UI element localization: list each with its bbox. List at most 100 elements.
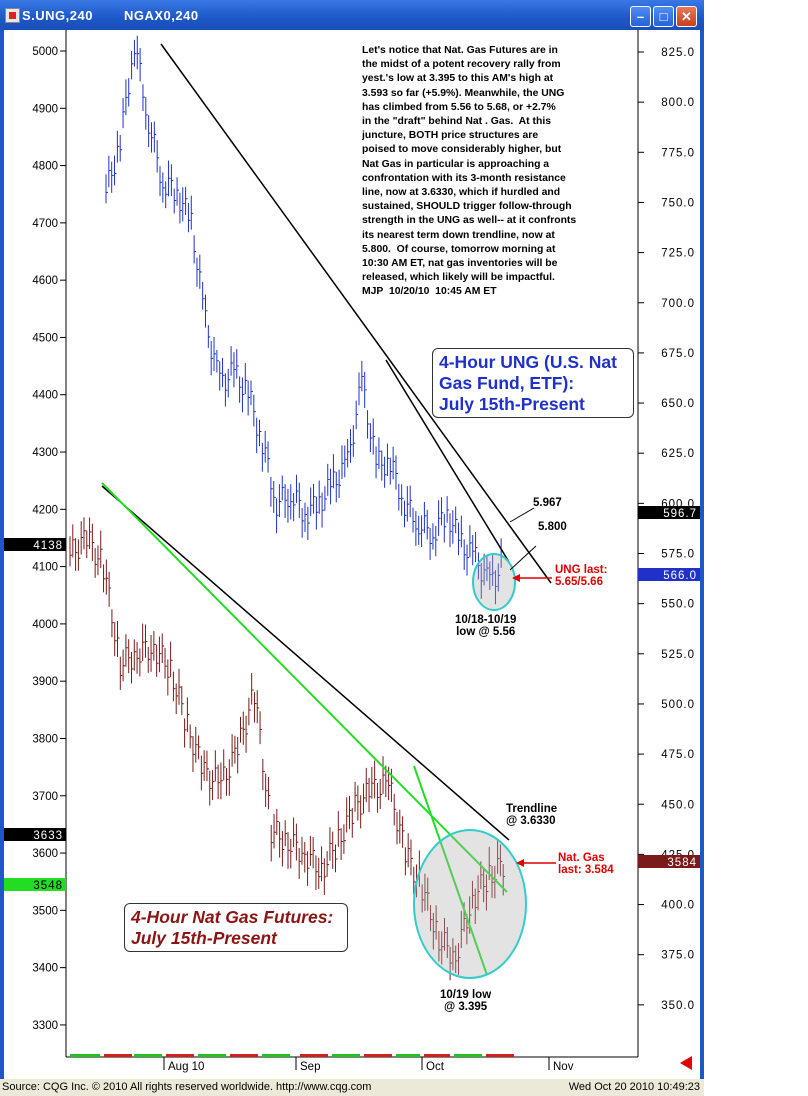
left-tick-label: 4400 [32, 390, 58, 402]
ung-trendline-5800 [385, 359, 510, 563]
left-tick-label: 3700 [32, 791, 58, 803]
label-5800: 5.800 [538, 521, 567, 533]
nat-gas-low-circle [413, 829, 527, 979]
left-tick-label: 4200 [32, 504, 58, 516]
left-tick-label: 4600 [32, 275, 58, 287]
x-tick-label: Nov [553, 1061, 574, 1073]
price-tag-ung-last-text: 566.0 [663, 570, 697, 582]
ung-low-circle [472, 553, 516, 611]
right-tick-label: 350.0 [661, 1000, 695, 1012]
left-tick-label: 5000 [32, 46, 58, 58]
scroll-left-icon[interactable] [680, 1056, 692, 1070]
right-tick-label: 525.0 [661, 649, 695, 661]
nat-gas-green-trendline [101, 482, 508, 893]
session-marker [424, 1054, 450, 1057]
price-chart[interactable]: 3300 3400 3500 3600 3700 3800 3900 4000 4100 4200… [4, 30, 700, 1079]
price-tags: 4138 3633 3548 596.7 566.0 3584 [4, 506, 700, 892]
price-tag-nat-gas-last [638, 855, 700, 868]
datetime-text: Wed Oct 20 2010 10:49:23 [568, 1081, 700, 1093]
right-tick-label: 575.0 [661, 549, 695, 561]
right-tick-label: 475.0 [661, 749, 695, 761]
session-marker [70, 1054, 100, 1057]
left-tick-label: 4900 [32, 103, 58, 115]
right-tick-label: 750.0 [661, 197, 695, 209]
ung-trendline-5967 [160, 43, 552, 584]
price-tag-ung-last [638, 568, 700, 581]
session-marker [300, 1054, 328, 1057]
left-tick-label: 4800 [32, 161, 58, 173]
trendline-label: Trendline @ 3.6330 [506, 803, 558, 827]
session-marker [198, 1054, 226, 1057]
price-tag-3548-text: 3548 [33, 880, 63, 892]
session-marker [262, 1054, 290, 1057]
ung-low-label: 10/18-10/19 low @ 5.56 [455, 614, 517, 638]
left-tick-label: 3300 [32, 1020, 58, 1032]
left-tick-label: 4500 [32, 332, 58, 344]
left-tick-label: 4000 [32, 619, 58, 631]
right-tick-label: 800.0 [661, 97, 695, 109]
ung-bars [105, 35, 504, 605]
session-marker [364, 1054, 392, 1057]
label-5967: 5.967 [533, 497, 562, 509]
session-marker [454, 1054, 482, 1057]
title-bar: S.UNG,240 NGAX0,240 – □ ✕ [0, 0, 704, 30]
source-text: Source: CQG Inc. © 2010 All rights reser… [2, 1081, 372, 1093]
right-tick-label: 725.0 [661, 248, 695, 260]
ung-title-box: 4-Hour UNG (U.S. Nat Gas Fund, ETF): Jul… [432, 348, 634, 418]
left-tick-label: 4700 [32, 218, 58, 230]
right-tick-label: 625.0 [661, 448, 695, 460]
window-border-right [700, 30, 704, 1080]
session-marker [104, 1054, 132, 1057]
left-tick-label: 4100 [32, 562, 58, 574]
right-tick-label: 675.0 [661, 348, 695, 360]
right-tick-label: 400.0 [661, 900, 695, 912]
left-tick-label: 3900 [32, 676, 58, 688]
right-tick-label: 550.0 [661, 599, 695, 611]
price-tag-4138 [4, 538, 66, 551]
right-axis: 350.0375.0400.0425.0450.0475.0500.0525.0… [638, 47, 695, 1012]
left-tick-label: 3500 [32, 905, 58, 917]
nat-gas-low-label: 10/19 low @ 3.395 [440, 989, 492, 1013]
minimize-icon[interactable]: – [630, 6, 651, 27]
ung-last-label: UNG last: 5.65/5.66 [555, 564, 608, 588]
left-tick-label: 3800 [32, 733, 58, 745]
right-tick-label: 650.0 [661, 398, 695, 410]
pointer-5800 [509, 545, 537, 571]
session-marker [166, 1054, 194, 1057]
pointer-5967 [509, 507, 535, 523]
tab-nat-gas[interactable]: NGAX0,240 [124, 8, 199, 23]
right-tick-label: 825.0 [661, 47, 695, 59]
maximize-icon[interactable]: □ [653, 6, 674, 27]
close-icon[interactable]: ✕ [676, 6, 697, 27]
price-tag-5967-text: 596.7 [663, 508, 697, 520]
left-tick-label: 3600 [32, 848, 58, 860]
nat-gas-trendline [101, 485, 510, 841]
x-axis: Aug 10 Sep Oct Nov [70, 1054, 692, 1073]
x-tick-label: Sep [300, 1061, 320, 1073]
app-icon [5, 8, 20, 23]
right-tick-label: 700.0 [661, 298, 695, 310]
x-tick-label: Aug 10 [168, 1061, 204, 1073]
price-tag-4138-text: 4138 [33, 540, 63, 552]
price-tag-3633 [4, 828, 66, 841]
right-tick-label: 500.0 [661, 699, 695, 711]
left-tick-label: 4300 [32, 447, 58, 459]
price-tag-5967 [638, 506, 700, 519]
nat-gas-bars [69, 517, 506, 981]
session-marker [486, 1054, 514, 1057]
price-tag-3548 [4, 878, 66, 891]
left-tick-label: 3400 [32, 963, 58, 975]
commentary-note: Let's notice that Nat. Gas Futures are i… [362, 45, 577, 298]
status-bar: Source: CQG Inc. © 2010 All rights reser… [0, 1079, 704, 1096]
right-tick-label: 450.0 [661, 799, 695, 811]
left-axis: 3300 3400 3500 3600 3700 3800 3900 4000 4100 4200… [32, 46, 66, 1032]
x-tick-label: Oct [426, 1061, 445, 1073]
session-marker [332, 1054, 360, 1057]
tab-ung[interactable]: S.UNG,240 [22, 8, 93, 23]
nat-gas-last-arrowhead [516, 859, 524, 867]
trendlines [101, 43, 556, 979]
session-marker [396, 1054, 420, 1057]
ung-last-arrowhead [512, 574, 520, 582]
price-tag-nat-gas-last-text: 3584 [667, 857, 697, 869]
right-tick-label: 775.0 [661, 147, 695, 159]
